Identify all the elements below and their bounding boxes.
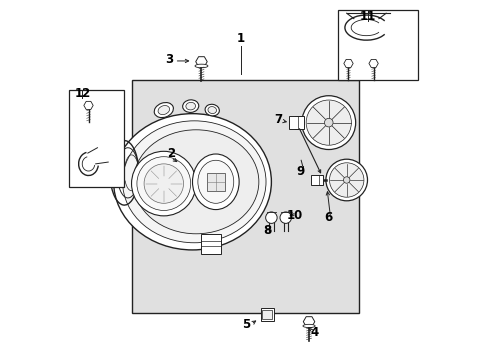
Ellipse shape — [195, 64, 207, 68]
Ellipse shape — [192, 154, 239, 210]
Circle shape — [131, 151, 196, 216]
Circle shape — [265, 212, 277, 224]
Circle shape — [343, 177, 349, 183]
Circle shape — [280, 212, 291, 224]
Circle shape — [325, 159, 367, 201]
Bar — [337, 10, 418, 80]
Text: 11: 11 — [359, 10, 376, 23]
Circle shape — [301, 96, 355, 149]
Bar — [310, 175, 323, 185]
Text: 6: 6 — [324, 211, 332, 224]
Ellipse shape — [207, 107, 216, 113]
Bar — [289, 116, 303, 129]
Bar — [206, 173, 224, 191]
Ellipse shape — [303, 324, 314, 328]
Ellipse shape — [133, 130, 258, 234]
Ellipse shape — [154, 103, 173, 118]
Bar — [262, 310, 272, 319]
Bar — [201, 234, 221, 253]
Ellipse shape — [204, 104, 219, 116]
Circle shape — [137, 157, 190, 211]
Text: 4: 4 — [310, 326, 318, 339]
Circle shape — [329, 163, 363, 197]
Text: 3: 3 — [165, 53, 173, 66]
Text: 12: 12 — [74, 87, 90, 100]
Text: 8: 8 — [263, 224, 271, 237]
Ellipse shape — [122, 121, 265, 243]
Text: 10: 10 — [286, 210, 302, 222]
Bar — [69, 90, 124, 187]
Circle shape — [144, 164, 183, 203]
Bar — [260, 308, 274, 320]
Text: 2: 2 — [166, 147, 175, 159]
Ellipse shape — [183, 100, 198, 112]
Text: 7: 7 — [274, 113, 282, 126]
Ellipse shape — [185, 102, 195, 110]
Text: 9: 9 — [295, 165, 304, 177]
Circle shape — [324, 118, 332, 127]
Text: 1: 1 — [236, 32, 244, 45]
Ellipse shape — [198, 160, 233, 203]
Text: 5: 5 — [242, 318, 250, 331]
Circle shape — [305, 100, 351, 145]
Ellipse shape — [158, 105, 169, 114]
Bar — [131, 80, 359, 313]
Ellipse shape — [113, 114, 271, 250]
